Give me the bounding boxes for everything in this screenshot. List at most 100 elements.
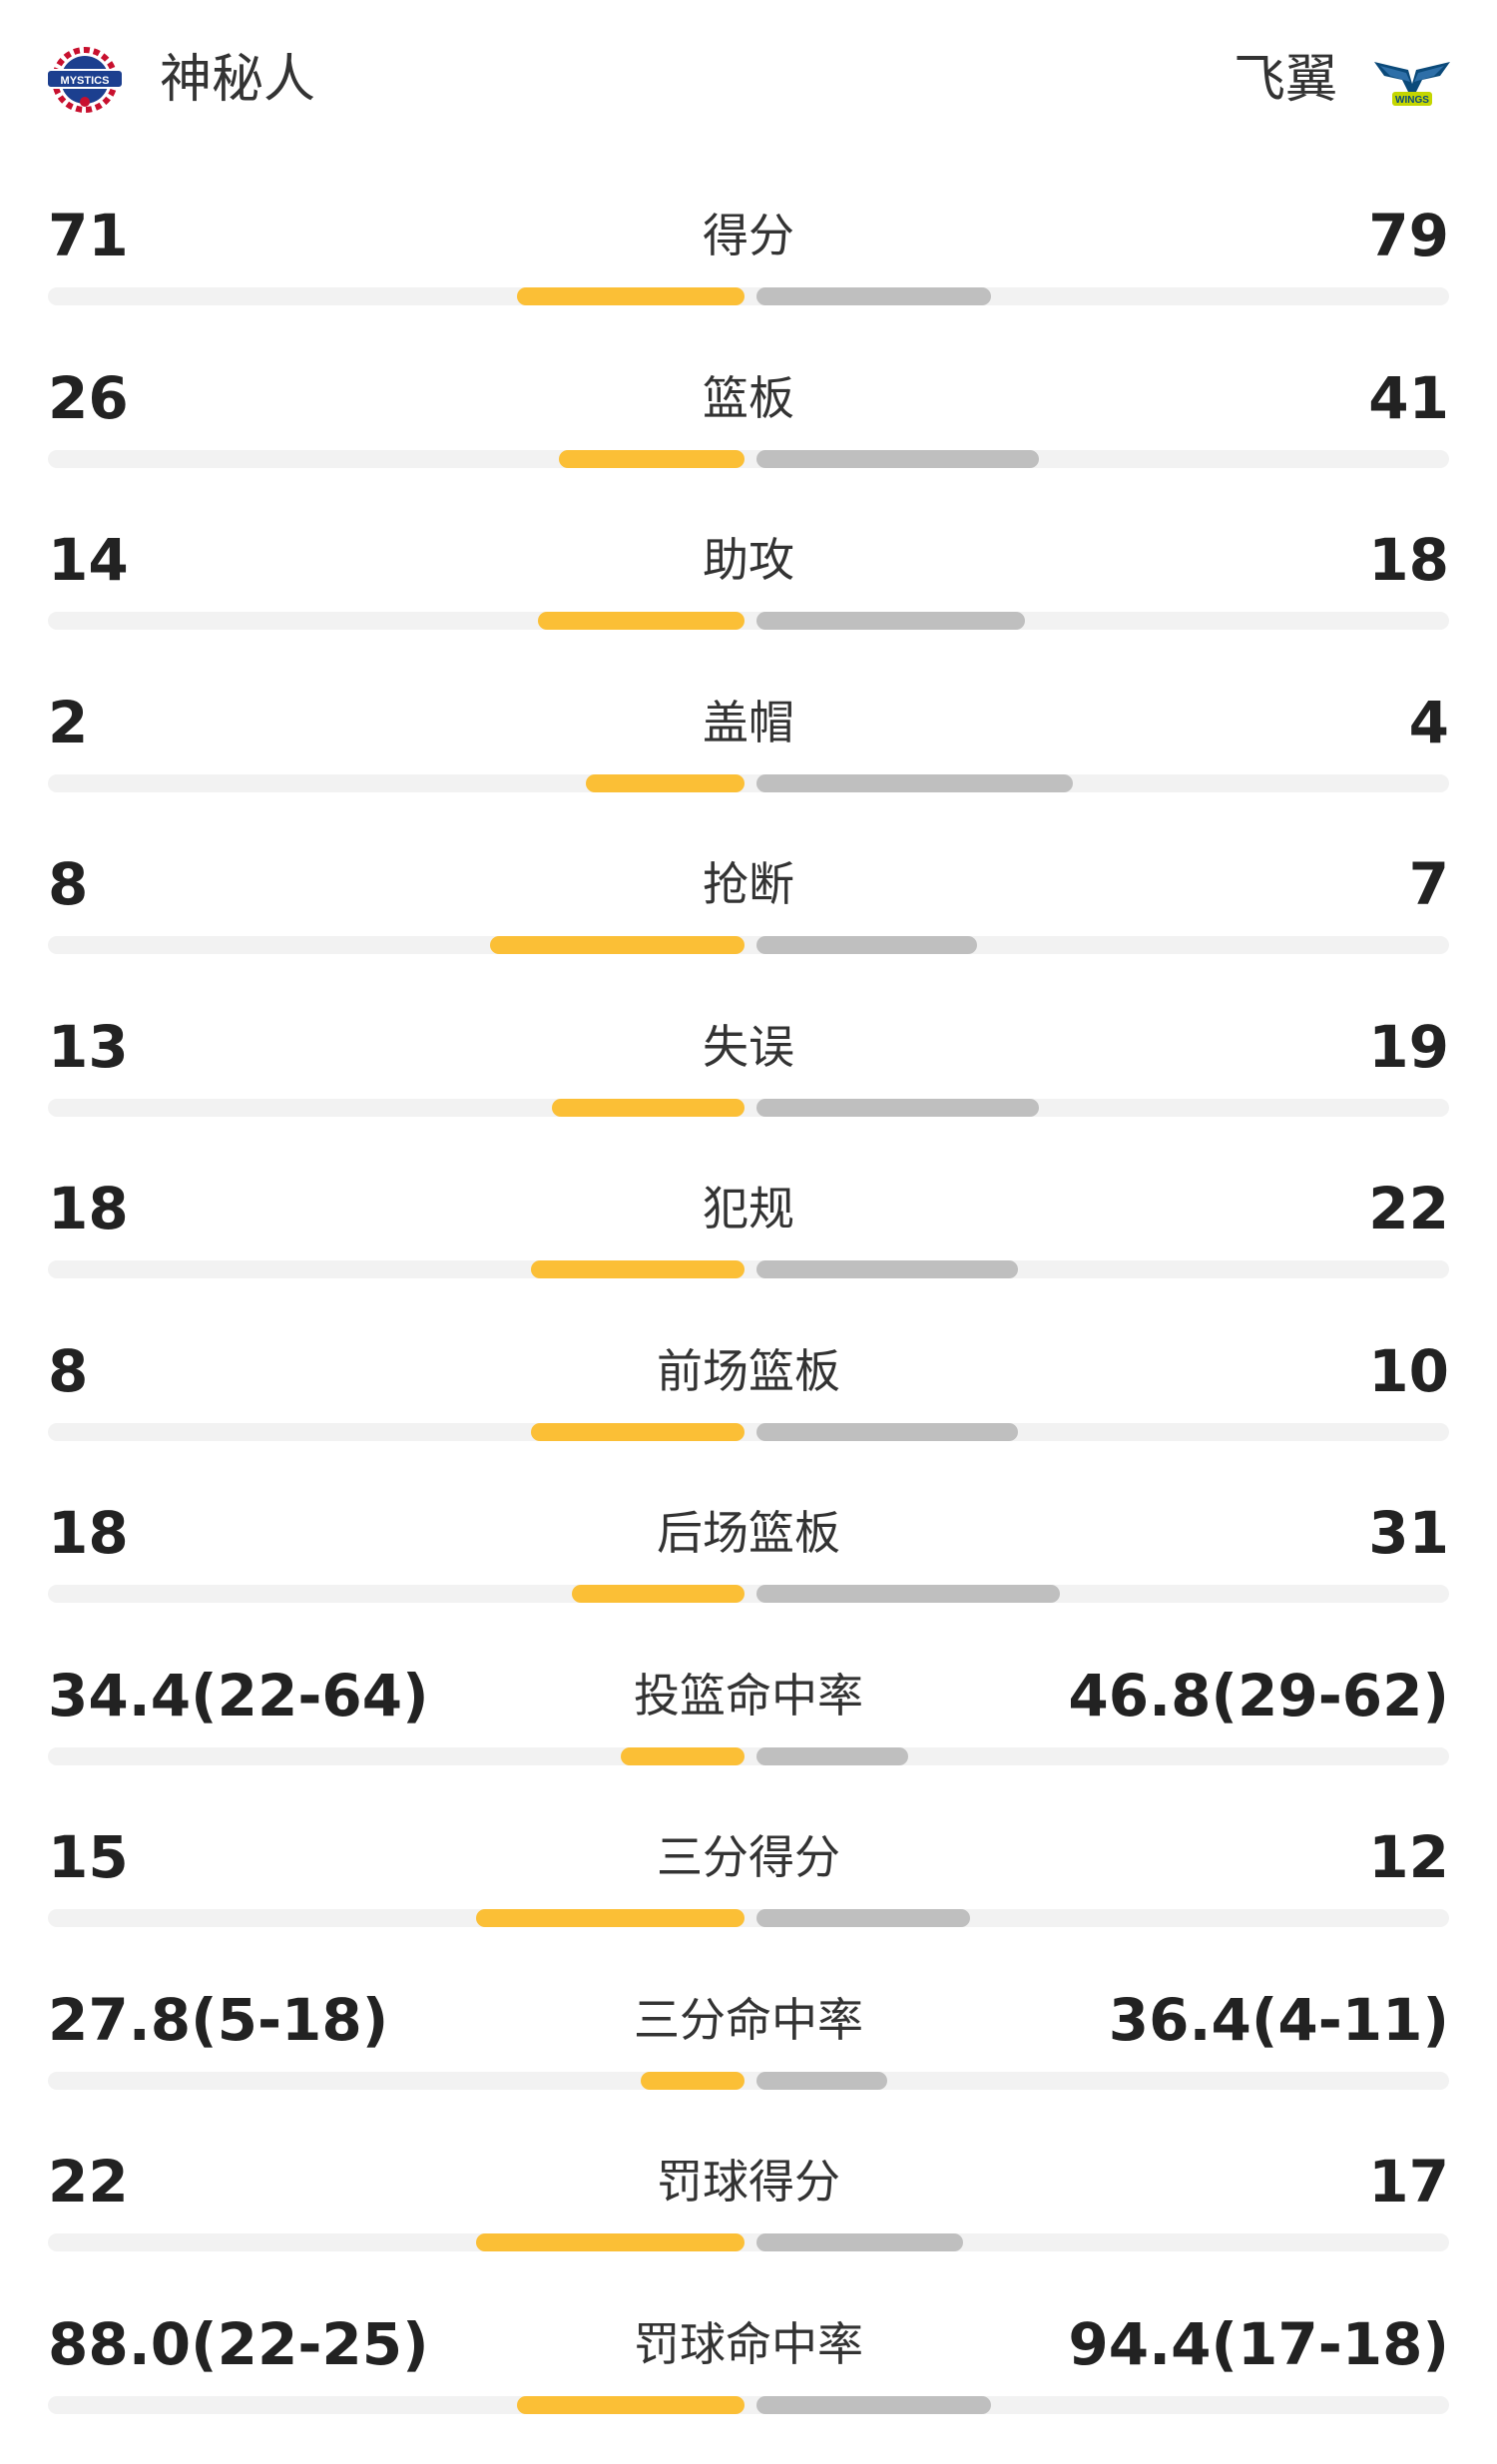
home-stat-value: 8 <box>48 1337 89 1405</box>
home-stat-bar <box>490 936 745 954</box>
away-stat-value: 10 <box>1368 1337 1449 1405</box>
home-stat-bar <box>552 1099 745 1117</box>
stat-track <box>48 2233 1449 2251</box>
away-stat-bar <box>756 1909 970 1927</box>
stat-label: 助攻 <box>703 533 794 587</box>
stat-track <box>48 2396 1449 2414</box>
stat-track <box>48 287 1449 305</box>
away-stat-bar <box>756 936 977 954</box>
home-stat-bar <box>517 2396 745 2414</box>
away-stat-bar <box>756 287 991 305</box>
away-stat-value: 94.4(17-18) <box>1068 2310 1449 2378</box>
away-stat-bar <box>756 1747 908 1765</box>
home-stat-value: 18 <box>48 1175 129 1242</box>
home-stat-value: 27.8(5-18) <box>48 1986 389 2054</box>
stat-track <box>48 1260 1449 1278</box>
stat-row: 88.0(22-25) 罚球命中率 94.4(17-18) <box>0 2304 1497 2464</box>
away-stat-value: 22 <box>1368 1175 1449 1242</box>
home-stat-value: 18 <box>48 1499 129 1567</box>
svg-text:MYSTICS: MYSTICS <box>61 75 110 87</box>
home-stat-value: 13 <box>48 1013 129 1081</box>
away-stat-value: 18 <box>1368 526 1449 594</box>
team-header: MYSTICS 神秘人 飞翼 WINGS <box>0 0 1497 160</box>
away-stat-value: 19 <box>1368 1013 1449 1081</box>
away-stat-value: 17 <box>1368 2148 1449 2216</box>
stat-track <box>48 450 1449 468</box>
home-stat-bar <box>517 287 745 305</box>
stat-label: 盖帽 <box>703 696 794 749</box>
away-stat-value: 46.8(29-62) <box>1068 1662 1449 1729</box>
stat-label: 三分命中率 <box>634 1993 863 2047</box>
stat-track <box>48 1099 1449 1117</box>
away-stat-bar <box>756 1423 1018 1441</box>
stat-track <box>48 936 1449 954</box>
wings-logo-icon: WINGS <box>1367 40 1457 120</box>
home-stat-bar <box>476 2233 745 2251</box>
stat-row: 14 助攻 18 <box>0 520 1497 680</box>
stat-track <box>48 774 1449 792</box>
home-stat-value: 88.0(22-25) <box>48 2310 429 2378</box>
home-stat-bar <box>572 1585 745 1603</box>
away-stat-bar <box>756 2396 991 2414</box>
stat-row: 13 失误 19 <box>0 1007 1497 1167</box>
stat-row: 34.4(22-64) 投篮命中率 46.8(29-62) <box>0 1656 1497 1815</box>
away-stat-value: 31 <box>1368 1499 1449 1567</box>
away-stat-bar <box>756 450 1039 468</box>
away-stat-bar <box>756 2072 887 2090</box>
stat-row: 8 前场篮板 10 <box>0 1331 1497 1491</box>
stat-label: 失误 <box>703 1020 794 1074</box>
stat-label: 罚球命中率 <box>634 2317 863 2371</box>
home-stat-value: 8 <box>48 850 89 918</box>
home-stat-bar <box>476 1909 745 1927</box>
stat-track <box>48 1909 1449 1927</box>
stat-track <box>48 1423 1449 1441</box>
away-stat-value: 4 <box>1408 689 1449 756</box>
stat-label: 篮板 <box>703 371 794 425</box>
home-stat-bar <box>538 612 745 630</box>
home-stat-bar <box>531 1260 745 1278</box>
stat-label: 投篮命中率 <box>634 1669 863 1723</box>
home-stat-bar <box>621 1747 745 1765</box>
stat-track <box>48 1747 1449 1765</box>
stat-label: 得分 <box>703 209 794 262</box>
stat-label: 前场篮板 <box>657 1344 840 1398</box>
away-stat-bar <box>756 1260 1018 1278</box>
stat-row: 2 盖帽 4 <box>0 683 1497 842</box>
home-stat-bar <box>586 774 745 792</box>
stat-row: 22 罚球得分 17 <box>0 2142 1497 2301</box>
home-stat-value: 22 <box>48 2148 129 2216</box>
home-stat-value: 14 <box>48 526 129 594</box>
home-stat-value: 15 <box>48 1823 129 1891</box>
away-stat-value: 7 <box>1408 850 1449 918</box>
away-stat-bar <box>756 1585 1060 1603</box>
away-stat-value: 79 <box>1368 202 1449 269</box>
stat-label: 三分得分 <box>657 1830 840 1884</box>
away-stat-bar <box>756 1099 1039 1117</box>
home-stat-bar <box>641 2072 745 2090</box>
stat-track <box>48 1585 1449 1603</box>
svg-text:WINGS: WINGS <box>1395 95 1429 106</box>
home-stat-bar <box>531 1423 745 1441</box>
stat-row: 26 篮板 41 <box>0 358 1497 518</box>
stat-row: 71 得分 79 <box>0 196 1497 355</box>
stat-label: 抢断 <box>703 857 794 911</box>
stat-track <box>48 612 1449 630</box>
away-stat-bar <box>756 612 1025 630</box>
home-stat-bar <box>559 450 745 468</box>
stat-row: 27.8(5-18) 三分命中率 36.4(4-11) <box>0 1980 1497 2140</box>
stat-row: 15 三分得分 12 <box>0 1817 1497 1977</box>
stat-label: 后场篮板 <box>657 1506 840 1560</box>
stat-track <box>48 2072 1449 2090</box>
mystics-logo-icon: MYSTICS <box>40 40 130 120</box>
home-stat-value: 2 <box>48 689 89 756</box>
home-stat-value: 71 <box>48 202 129 269</box>
away-stat-value: 41 <box>1368 364 1449 432</box>
stat-row: 8 抢断 7 <box>0 844 1497 1004</box>
stat-label: 犯规 <box>703 1182 794 1235</box>
away-stat-value: 12 <box>1368 1823 1449 1891</box>
away-stat-bar <box>756 774 1073 792</box>
away-stat-bar <box>756 2233 963 2251</box>
away-stat-value: 36.4(4-11) <box>1108 1986 1449 2054</box>
away-team-name: 飞翼 <box>1233 50 1337 110</box>
home-stat-value: 26 <box>48 364 129 432</box>
